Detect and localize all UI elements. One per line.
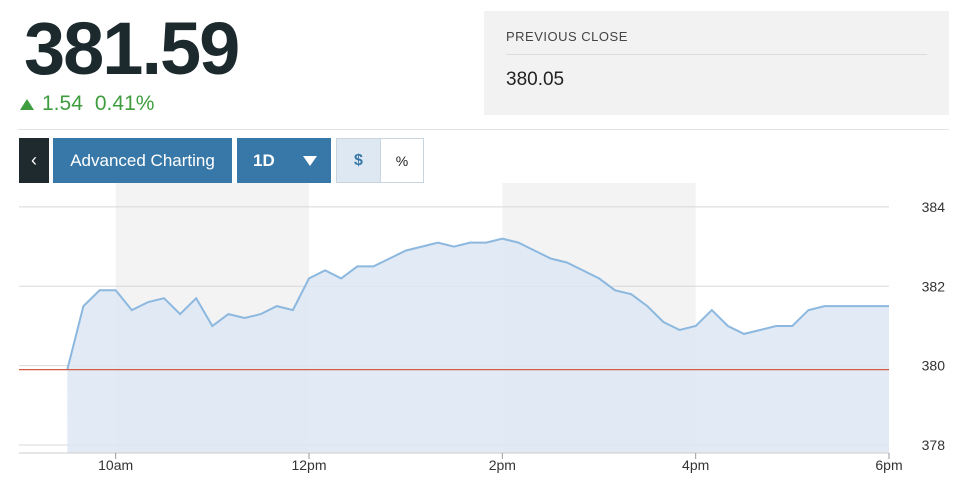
x-tick-label: 4pm	[682, 457, 709, 473]
y-tick-label: 378	[922, 437, 946, 453]
price-change: 1.54 0.41%	[20, 90, 154, 118]
x-tick-label: 10am	[98, 457, 133, 473]
price-line	[66, 237, 889, 370]
caret-down-icon	[303, 156, 317, 166]
y-tick-label: 380	[922, 358, 946, 374]
time-range-label: 1D	[253, 150, 275, 170]
dollar-mode-toggle[interactable]: $	[336, 138, 381, 183]
y-tick-label: 382	[922, 278, 946, 294]
price-chart[interactable]: 384 382 380 378 10am 12pm 2pm 4pm 6pm	[0, 183, 965, 489]
advanced-charting-button[interactable]: Advanced Charting	[53, 138, 232, 183]
x-tick-label: 6pm	[875, 457, 902, 473]
collapse-button[interactable]: ‹	[19, 138, 49, 183]
last-price: 381.59	[24, 7, 240, 90]
y-tick-label: 384	[922, 199, 946, 215]
change-percent: 0.41%	[94, 92, 155, 115]
percent-mode-toggle[interactable]: %	[380, 138, 424, 183]
divider	[18, 129, 949, 130]
time-range-dropdown[interactable]: 1D	[237, 138, 331, 183]
change-value: 1.54	[42, 92, 83, 115]
previous-close-panel: PREVIOUS CLOSE 380.05	[484, 11, 949, 115]
previous-close-value: 380.05	[506, 69, 565, 90]
price-area	[67, 238, 890, 453]
up-arrow-icon	[20, 98, 34, 110]
x-tick-label: 12pm	[291, 457, 326, 473]
previous-close-label: PREVIOUS CLOSE	[506, 29, 927, 55]
chevron-left-icon: ‹	[31, 150, 37, 170]
x-tick-label: 2pm	[489, 457, 516, 473]
